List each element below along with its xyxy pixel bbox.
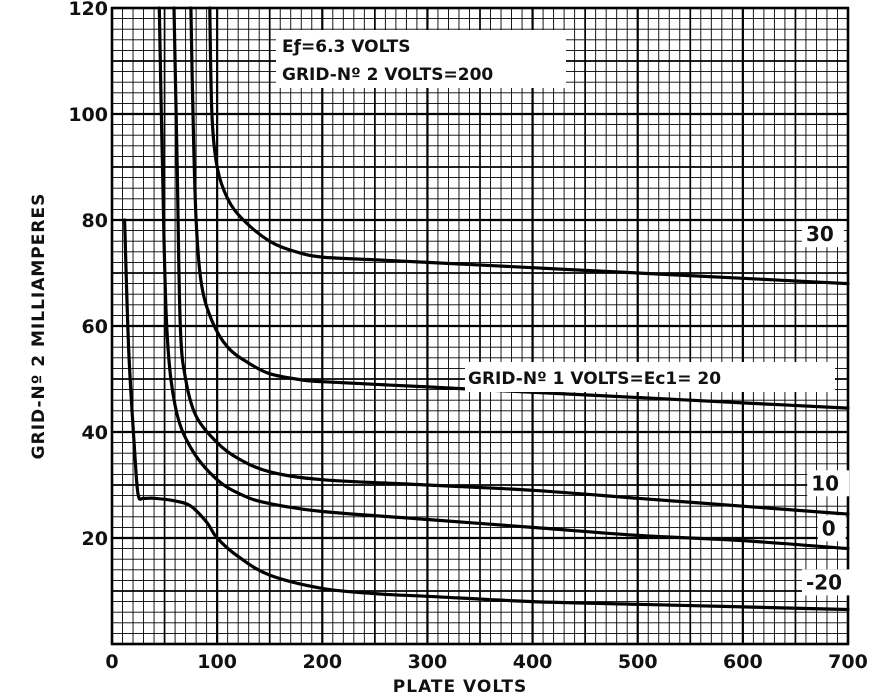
x-tick-label: 400 xyxy=(513,651,553,673)
x-tick-label: 500 xyxy=(618,651,658,673)
y-tick-label-bg xyxy=(74,420,108,444)
curve-label-bg xyxy=(801,221,844,248)
y-tick-labels: 20 40 60 80 100 120 xyxy=(68,0,108,550)
curve-label-bg xyxy=(817,515,846,542)
y-tick-label: 80 xyxy=(82,210,108,232)
x-tick-label: 100 xyxy=(197,651,237,673)
curve-label-bg xyxy=(807,470,850,497)
x-axis-title: PLATE VOLTS xyxy=(393,677,527,696)
curve-label-0: 0 xyxy=(822,516,836,540)
y-axis-title: GRID-Nº 2 MILLIAMPERES xyxy=(29,193,49,460)
family-label-box xyxy=(465,362,835,392)
y-tick-label-bg xyxy=(74,0,108,20)
curve-ec1-10 xyxy=(172,6,850,516)
y-tick-label-bg xyxy=(74,526,108,550)
plot-frame xyxy=(110,6,850,646)
curve-ec1-30 xyxy=(208,6,850,286)
y-tick-label-bg xyxy=(74,314,108,338)
y-tick-label: 120 xyxy=(68,0,108,20)
family-label: GRID-Nº 1 VOLTS=Ec1= 20 xyxy=(468,369,721,389)
chart-grid xyxy=(110,6,850,646)
y-tick-label-bg xyxy=(74,208,108,232)
y-tick-label: 100 xyxy=(68,104,108,126)
x-tick-labels: 0 100 200 300 400 500 600 700 xyxy=(105,651,867,673)
x-tick-label: 200 xyxy=(302,651,342,673)
y-tick-label: 40 xyxy=(82,422,108,444)
annotation-box xyxy=(276,30,566,88)
x-tick-label: 300 xyxy=(408,651,448,673)
annotation-grid2-voltage: GRID-Nº 2 VOLTS=200 xyxy=(282,65,493,85)
curve-ec1-20 xyxy=(189,6,850,410)
curve-label-10: 10 xyxy=(811,471,839,495)
annotation-filament-voltage: Eƒ=6.3 VOLTS xyxy=(282,37,410,57)
curve-label-minus20: -20 xyxy=(806,570,842,594)
curve-labels: 30 10 0 -20 xyxy=(801,221,858,596)
chart-curves xyxy=(123,6,850,612)
y-tick-label: 20 xyxy=(82,528,108,550)
curve-ec1-0 xyxy=(157,6,850,551)
y-tick-label-bg xyxy=(74,102,108,126)
curve-label-30: 30 xyxy=(806,222,834,246)
x-tick-label: 600 xyxy=(723,651,763,673)
curve-label-bg xyxy=(801,569,858,596)
x-tick-label: 0 xyxy=(105,651,118,673)
curve-ec1-minus20 xyxy=(123,218,850,612)
x-tick-label: 700 xyxy=(828,651,868,673)
y-tick-label: 60 xyxy=(82,316,108,338)
